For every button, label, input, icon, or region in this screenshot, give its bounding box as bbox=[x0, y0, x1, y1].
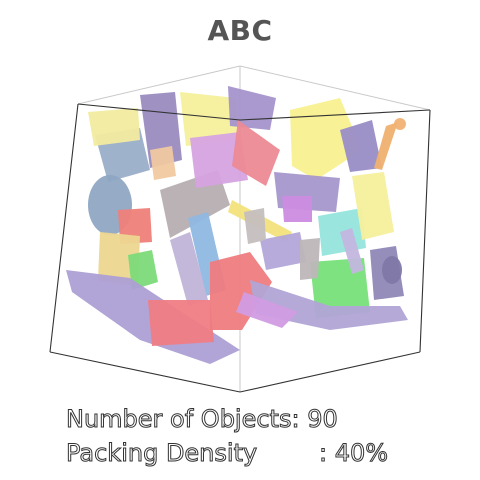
object-yellow-right bbox=[352, 172, 394, 240]
object-green-block bbox=[128, 250, 158, 290]
statistics-panel: Number of Objects: 90 Packing Density: 4… bbox=[65, 402, 389, 470]
object-violet-top bbox=[228, 86, 276, 130]
object-count-label: Number of Objects bbox=[65, 405, 292, 434]
packing-density-value: 40% bbox=[334, 439, 389, 468]
object-orange-rod bbox=[374, 122, 398, 170]
object-pink-wedge bbox=[210, 252, 272, 330]
packing-density-separator: : bbox=[319, 439, 335, 468]
object-magenta-small bbox=[282, 196, 312, 222]
object-yellow-block bbox=[88, 108, 140, 146]
object-tan-small bbox=[150, 146, 176, 180]
object-purple-shaft bbox=[340, 228, 364, 274]
object-gray-pipe-2 bbox=[300, 238, 320, 280]
page-title: ABC bbox=[207, 14, 273, 47]
object-gray-pipe bbox=[160, 170, 230, 238]
object-violet-right bbox=[340, 120, 382, 172]
object-count-row: Number of Objects: 90 bbox=[65, 402, 388, 436]
object-count-separator: : bbox=[291, 405, 308, 434]
packing-density-label: Packing Density bbox=[66, 439, 258, 468]
object-count-value: 90 bbox=[307, 405, 339, 434]
object-yellow-plank bbox=[290, 98, 362, 180]
object-purple-rod bbox=[170, 232, 208, 306]
packed-objects bbox=[66, 86, 408, 364]
object-pink-brick bbox=[148, 300, 214, 346]
object-gray-small bbox=[244, 208, 266, 244]
object-orange-ball bbox=[394, 118, 406, 130]
object-violet-spool-cap bbox=[382, 256, 402, 284]
packing-density-row: Packing Density: 40% bbox=[66, 436, 389, 470]
container-box-front bbox=[49, 103, 431, 393]
object-pink-center bbox=[232, 120, 280, 186]
object-tan-block bbox=[98, 232, 140, 286]
object-yellow-top bbox=[180, 92, 238, 146]
object-magenta-center bbox=[190, 132, 248, 188]
object-purple-gear bbox=[260, 232, 306, 270]
object-magenta-bottom bbox=[236, 292, 298, 328]
